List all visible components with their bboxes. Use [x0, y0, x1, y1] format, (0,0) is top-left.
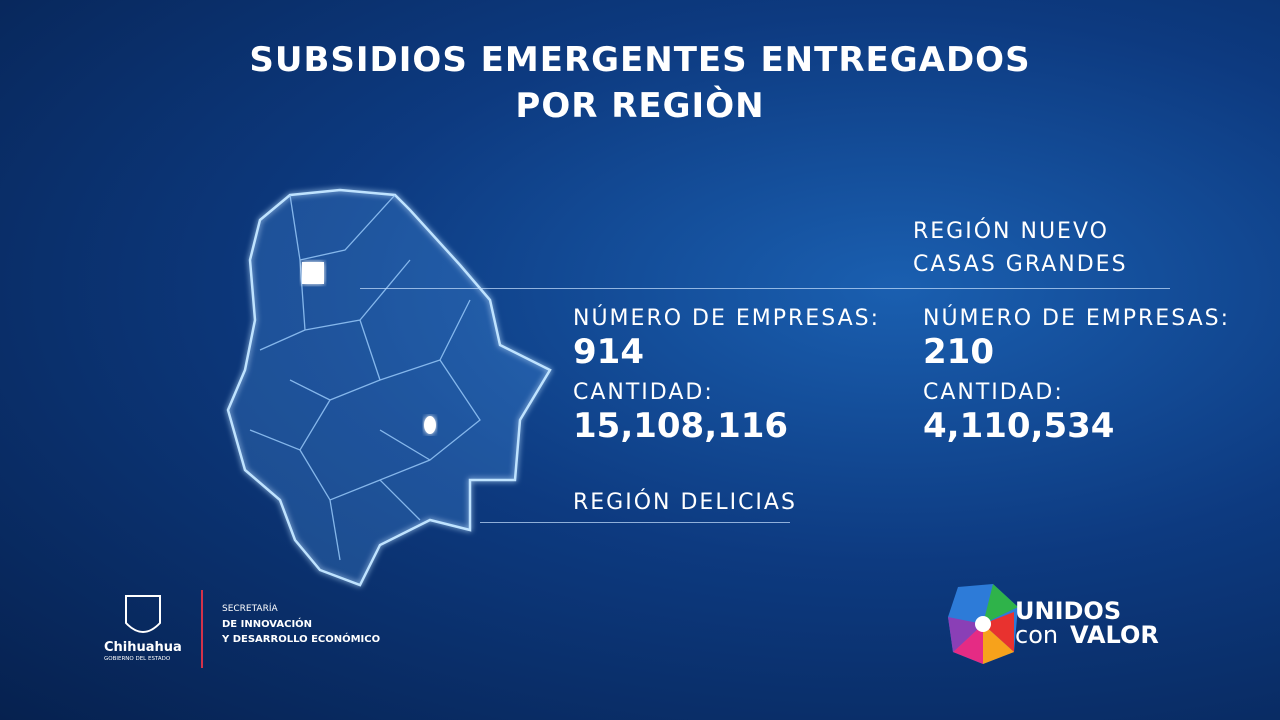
stat-label: NÚMERO DE EMPRESAS: [923, 306, 1231, 331]
stat-value: 210 [923, 332, 994, 372]
brand: VALOR [1070, 621, 1159, 649]
stat-value: 15,108,116 [573, 406, 789, 446]
stat-label: CANTIDAD: [923, 380, 1064, 405]
state-name: Chihuahua [104, 640, 182, 655]
region-name: CASAS GRANDES [913, 252, 1128, 277]
brand: UNIDOS [1015, 597, 1122, 625]
title: POR REGIÒN [515, 86, 765, 126]
stat-value: 4,110,534 [923, 406, 1115, 446]
stat-value: 914 [573, 332, 644, 372]
secretaria: DE INNOVACIÓN [222, 619, 313, 630]
divider [360, 288, 1170, 289]
stat-label: CANTIDAD: [573, 380, 714, 405]
stat-label: NÚMERO DE EMPRESAS: [573, 306, 881, 331]
secretaria: SECRETARÍA [222, 604, 278, 614]
title: SUBSIDIOS EMERGENTES ENTREGADOS [249, 40, 1031, 80]
brand: con [1015, 621, 1059, 649]
divider [480, 522, 790, 523]
secretaria: Y DESARROLLO ECONÓMICO [222, 634, 381, 645]
state-sub: GOBIERNO DEL ESTADO [104, 656, 171, 662]
region-name: REGIÓN NUEVO [913, 219, 1109, 244]
region-name: REGIÓN DELICIAS [573, 490, 797, 515]
